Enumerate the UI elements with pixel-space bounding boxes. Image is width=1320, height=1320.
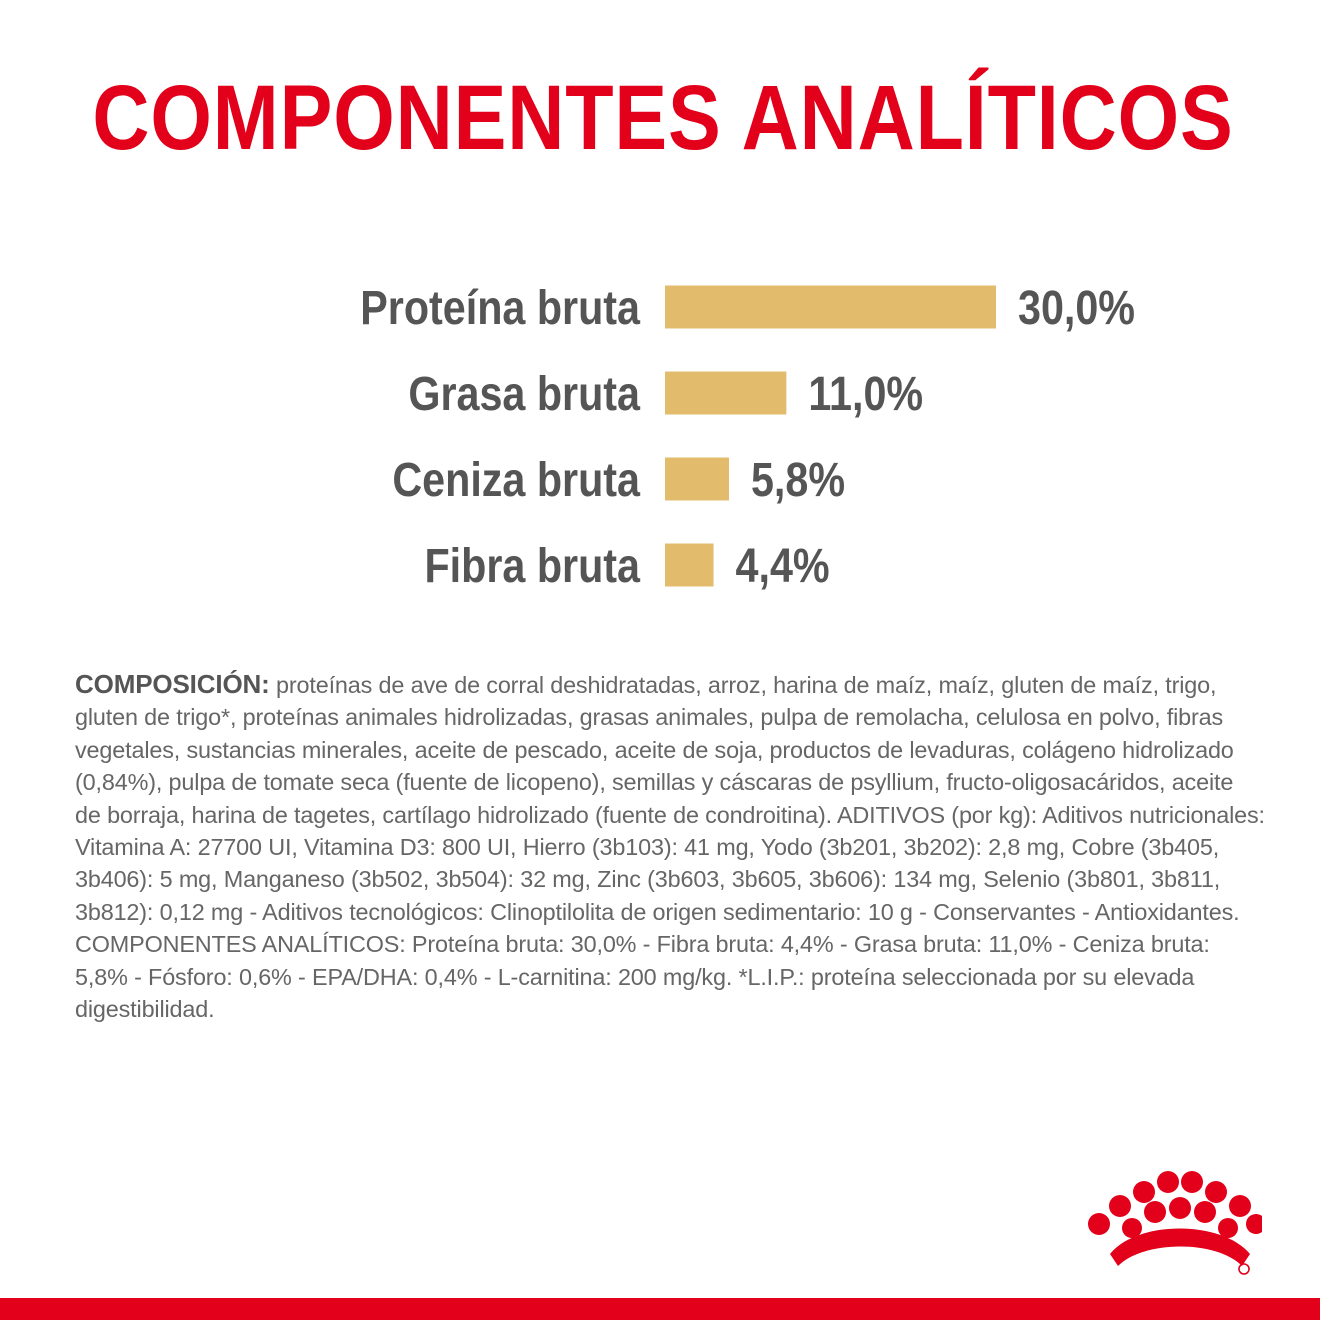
value-label: 11,0% bbox=[808, 367, 923, 421]
royal-canin-crown-icon bbox=[1088, 1171, 1262, 1275]
category-label: Ceniza bruta bbox=[392, 453, 641, 507]
value-label: 4,4% bbox=[736, 539, 830, 593]
bar bbox=[665, 457, 729, 501]
bar bbox=[665, 543, 714, 587]
category-label: Proteína bruta bbox=[360, 281, 641, 335]
value-label: 5,8% bbox=[751, 453, 845, 507]
bottom-brand-bar bbox=[0, 1298, 1320, 1320]
page-title: COMPONENTES ANALÍTICOS bbox=[92, 67, 1234, 169]
bar bbox=[665, 371, 787, 415]
composition-text: COMPOSICIÓN: proteínas de ave de corral … bbox=[75, 668, 1265, 1025]
category-label: Fibra bruta bbox=[424, 539, 641, 593]
value-label: 30,0% bbox=[1018, 281, 1135, 335]
composition-body: proteínas de ave de corral deshidratadas… bbox=[75, 672, 1265, 1023]
bar-chart: Proteína bruta 30,0% Grasa bruta 11,0% Ceniz… bbox=[360, 281, 1135, 593]
bar bbox=[665, 285, 996, 329]
composition-label: COMPOSICIÓN: bbox=[75, 669, 270, 699]
category-label: Grasa bruta bbox=[408, 367, 641, 421]
